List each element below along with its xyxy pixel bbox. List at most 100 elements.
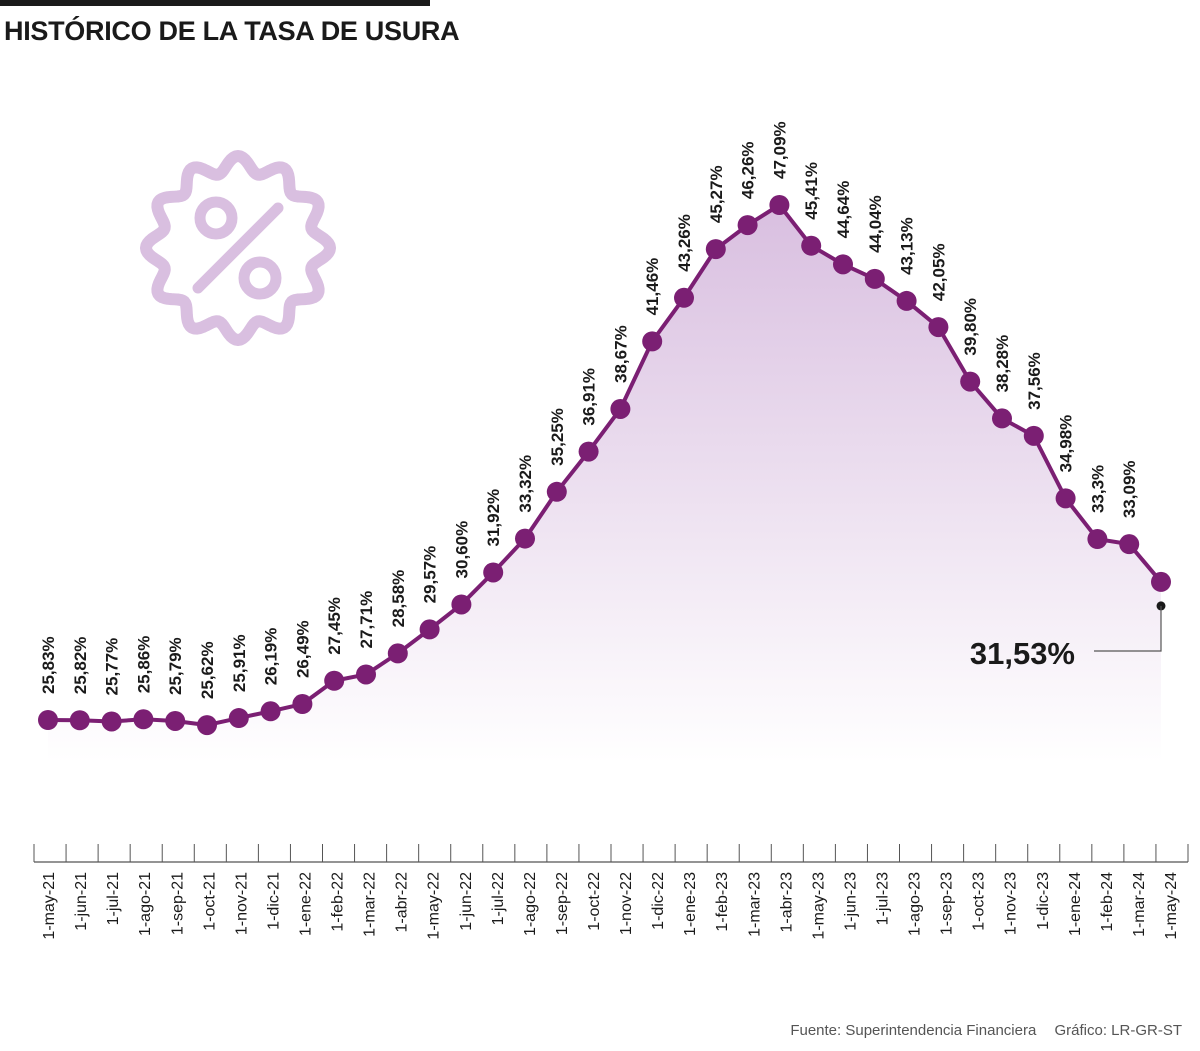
data-labels: 25,83% 25,82% 25,77% 25,86% 25,79% 25,62% 25,9… [39,121,1139,699]
data-label: 47,09% [770,121,789,179]
data-label: 27,71% [357,591,376,649]
x-tick-label: 1-feb-22 [330,872,347,932]
data-point [1087,529,1108,550]
data-label: 43,13% [898,217,917,275]
chart-title: HISTÓRICO DE LA TASA DE USURA [4,16,460,46]
data-label: 43,26% [675,214,694,272]
data-label: 25,77% [103,638,122,696]
credit-note: Gráfico: LR-GR-ST [1054,1022,1182,1039]
data-point [228,708,249,729]
x-tick-label: 1-dic-21 [265,872,282,930]
data-label: 36,91% [580,368,599,426]
data-point [38,710,58,730]
x-tick-label: 1-dic-22 [650,872,667,930]
x-tick-label: 1-nov-22 [618,872,635,935]
percent-badge-icon [140,150,336,346]
data-label: 33,3% [1088,465,1107,513]
data-point [864,268,885,289]
data-point [960,371,981,392]
x-axis [33,844,1189,863]
data-point [515,528,535,549]
data-label: 35,25% [548,408,567,466]
data-point [101,711,122,732]
source-note: Fuente: Superintendencia Financiera [790,1022,1037,1039]
data-point [324,670,345,691]
data-label: 37,56% [1025,352,1044,410]
last-value-callout: 31,53% [970,601,1166,671]
x-tick-label: 1-feb-24 [1099,872,1116,932]
data-point [1119,534,1140,555]
data-point [197,715,217,736]
data-label: 27,45% [325,597,344,655]
x-tick-label: 1-abr-23 [778,872,795,933]
data-label: 46,26% [739,141,758,199]
x-tick-label: 1-sep-23 [939,872,956,935]
data-label: 45,27% [707,165,726,223]
data-point [483,562,504,583]
data-label: 26,19% [262,628,281,686]
x-tick-label: 1-ene-22 [297,872,314,936]
x-tick-label: 1-may-24 [1163,872,1180,940]
x-tick-label: 1-oct-23 [971,872,988,931]
x-tick-label: 1-sep-22 [554,872,571,935]
top-rule [0,0,430,6]
data-label: 29,57% [421,546,440,604]
data-point [292,694,313,715]
data-point [387,643,408,664]
x-tick-label: 1-ene-23 [682,872,699,936]
data-label: 33,09% [1120,460,1139,518]
data-point [896,290,917,311]
x-tick-label: 1-may-21 [41,872,58,940]
data-point [578,441,599,462]
data-point [1023,425,1044,446]
x-tick-label: 1-oct-21 [201,872,218,931]
highlight-value-label: 31,53% [970,636,1075,671]
x-tick-label: 1-may-23 [810,872,827,940]
x-tick-label: 1-nov-23 [1003,872,1020,935]
data-point [356,664,376,685]
x-tick-labels: 1-may-21 1-jun-21 1-jul-21 1-ago-21 1-sep-21… [41,872,1180,940]
x-tick-label: 1-sep-21 [169,872,186,935]
x-tick-label: 1-jun-22 [458,872,475,931]
data-label: 44,04% [866,195,885,253]
data-label: 41,46% [643,258,662,316]
data-label: 31,92% [484,489,503,547]
data-label: 25,62% [198,641,217,699]
data-label: 25,86% [134,636,153,694]
data-point [705,239,726,260]
data-point [451,594,472,615]
x-tick-label: 1-mar-23 [746,872,763,937]
data-point [165,710,186,731]
data-label: 38,28% [993,335,1012,393]
data-point [260,701,281,722]
data-label: 28,58% [389,570,408,628]
data-point [801,235,822,256]
x-tick-label: 1-jun-23 [842,872,859,931]
x-tick-label: 1-abr-22 [394,872,411,933]
callout-leader-line [1094,605,1162,652]
x-tick-label: 1-mar-24 [1131,872,1148,937]
data-point [992,408,1012,429]
data-point [833,254,853,275]
data-label: 30,60% [452,521,471,579]
data-point [1055,488,1076,509]
x-tick-label: 1-oct-22 [586,872,603,931]
data-label: 42,05% [929,243,948,301]
data-label: 33,32% [516,455,535,513]
x-tick-label: 1-jul-23 [874,872,891,925]
data-label: 38,67% [611,325,630,383]
data-label: 34,98% [1057,415,1076,473]
x-tick-label: 1-may-22 [426,872,443,940]
x-tick-label: 1-jun-21 [73,872,90,931]
x-tick-label: 1-ago-23 [907,872,924,936]
data-point [674,287,694,308]
data-label: 26,49% [293,620,312,678]
x-tick-label: 1-mar-22 [362,872,379,937]
data-points [38,195,1171,736]
x-tick-label: 1-ago-22 [522,872,539,936]
data-point [642,331,663,352]
x-tick-label: 1-ene-24 [1067,872,1084,936]
data-point [133,709,154,730]
data-label: 25,79% [166,637,185,695]
